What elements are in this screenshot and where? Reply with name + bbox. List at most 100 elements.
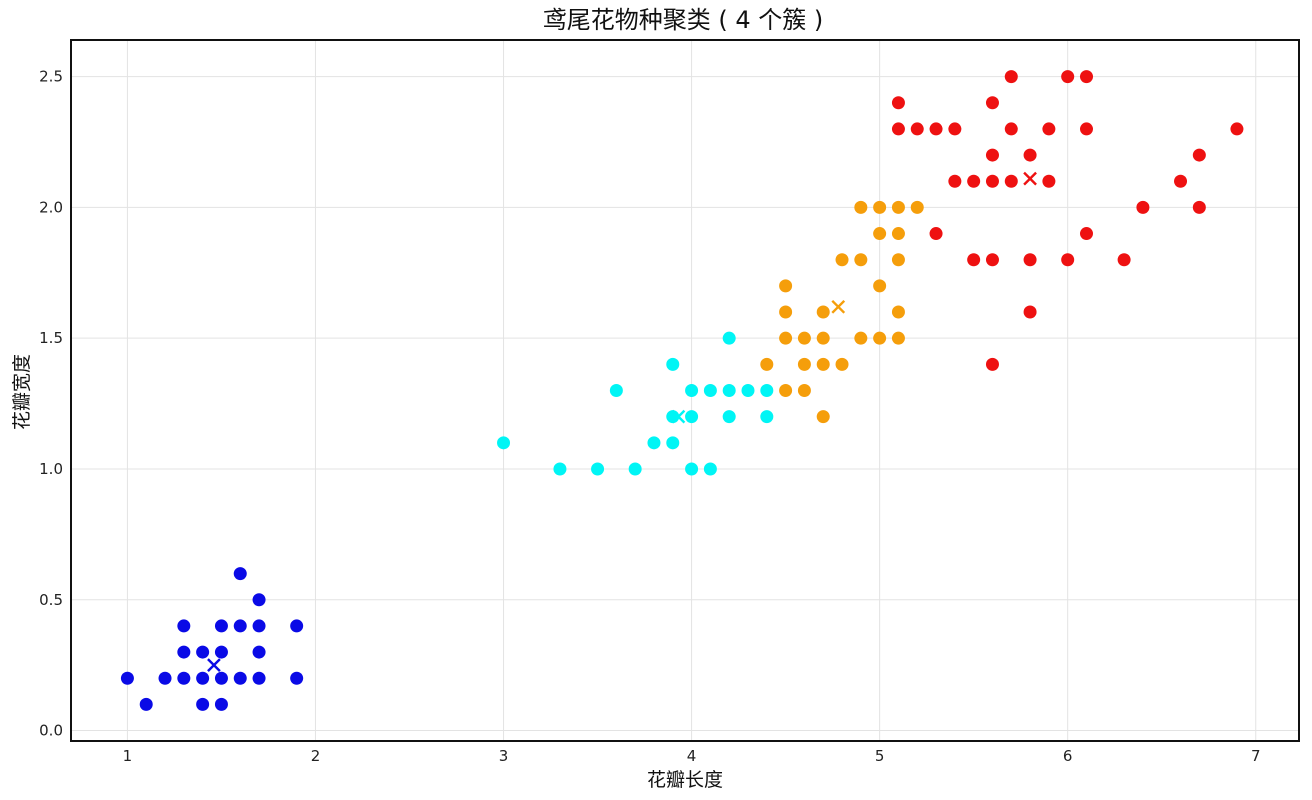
data-point [722,384,736,397]
data-point [910,122,924,136]
data-point [985,174,999,188]
data-point [779,279,793,293]
y-axis-label: 花瓣宽度 [11,354,33,430]
data-point [891,122,905,136]
data-point [967,174,981,188]
data-point [1079,122,1093,136]
data-point [177,671,191,685]
data-point [685,384,699,397]
data-point [891,253,905,267]
data-point [214,619,228,633]
data-point [873,331,887,345]
data-point [910,200,924,214]
grid [71,40,1299,741]
data-point [1079,70,1093,84]
data-point [703,462,717,476]
data-point [816,331,830,345]
x-tick-label: 3 [499,747,509,765]
x-tick-label: 5 [875,747,885,765]
data-point [967,253,981,267]
data-point [196,697,210,711]
centroid-marker [207,658,221,672]
centroid-marker [1023,171,1037,186]
data-point [929,227,943,241]
data-point [685,410,699,424]
data-point [647,436,661,450]
data-point [873,200,887,214]
data-point [233,567,247,581]
data-point [177,645,191,659]
data-point [214,671,228,685]
data-point [1004,174,1018,188]
data-point [948,174,962,188]
data-point [835,357,849,371]
data-point [196,671,210,685]
data-point [779,305,793,319]
data-point [854,331,868,345]
data-point [609,384,623,397]
data-point [929,122,943,136]
x-tick-label: 7 [1251,747,1261,765]
x-tick-label: 4 [687,747,697,765]
data-point [779,384,793,397]
data-point [1174,174,1188,188]
data-point [722,410,736,424]
data-point [891,305,905,319]
data-point [1023,305,1037,319]
data-point [1136,200,1150,214]
data-point [591,462,605,476]
data-point [177,619,191,633]
x-axis-label: 花瓣长度 [647,769,723,791]
data-point [290,671,304,685]
data-point [196,645,210,659]
data-point [233,619,247,633]
data-point [873,279,887,293]
data-point [948,122,962,136]
data-point [797,331,811,345]
data-point [497,436,511,450]
data-point [854,200,868,214]
axis-ticks: 1 2 3 4 5 6 7 0.0 0.5 1.0 1.5 2.0 2.5 [39,68,1260,765]
data-point [158,671,172,685]
data-point [1042,174,1056,188]
data-point [854,253,868,267]
data-points [120,70,1244,711]
x-tick-label: 1 [123,747,133,765]
data-point [779,331,793,345]
data-point [891,96,905,110]
data-point [1061,253,1075,267]
data-point [797,384,811,397]
data-point [722,331,736,345]
data-point [1004,122,1018,136]
data-point [252,619,266,633]
data-point [891,331,905,345]
data-point [1023,253,1037,267]
data-point [891,200,905,214]
data-point [1117,253,1131,267]
data-point [985,148,999,162]
data-point [628,462,642,476]
data-point [760,384,774,397]
data-point [797,357,811,371]
data-point [873,227,887,241]
data-point [891,227,905,241]
data-point [233,671,247,685]
y-tick-label: 1.0 [39,460,63,478]
data-point [703,384,717,397]
data-point [816,410,830,424]
data-point [1192,148,1206,162]
x-tick-label: 6 [1063,747,1073,765]
y-tick-label: 1.5 [39,329,63,347]
data-point [120,671,134,685]
data-point [816,357,830,371]
data-point [666,357,680,371]
y-tick-label: 2.5 [39,68,63,86]
data-point [760,410,774,424]
centroid-marker [671,409,686,424]
data-point [1042,122,1056,136]
data-point [835,253,849,267]
centroids [207,171,1037,672]
data-point [685,462,699,476]
data-point [1192,200,1206,214]
